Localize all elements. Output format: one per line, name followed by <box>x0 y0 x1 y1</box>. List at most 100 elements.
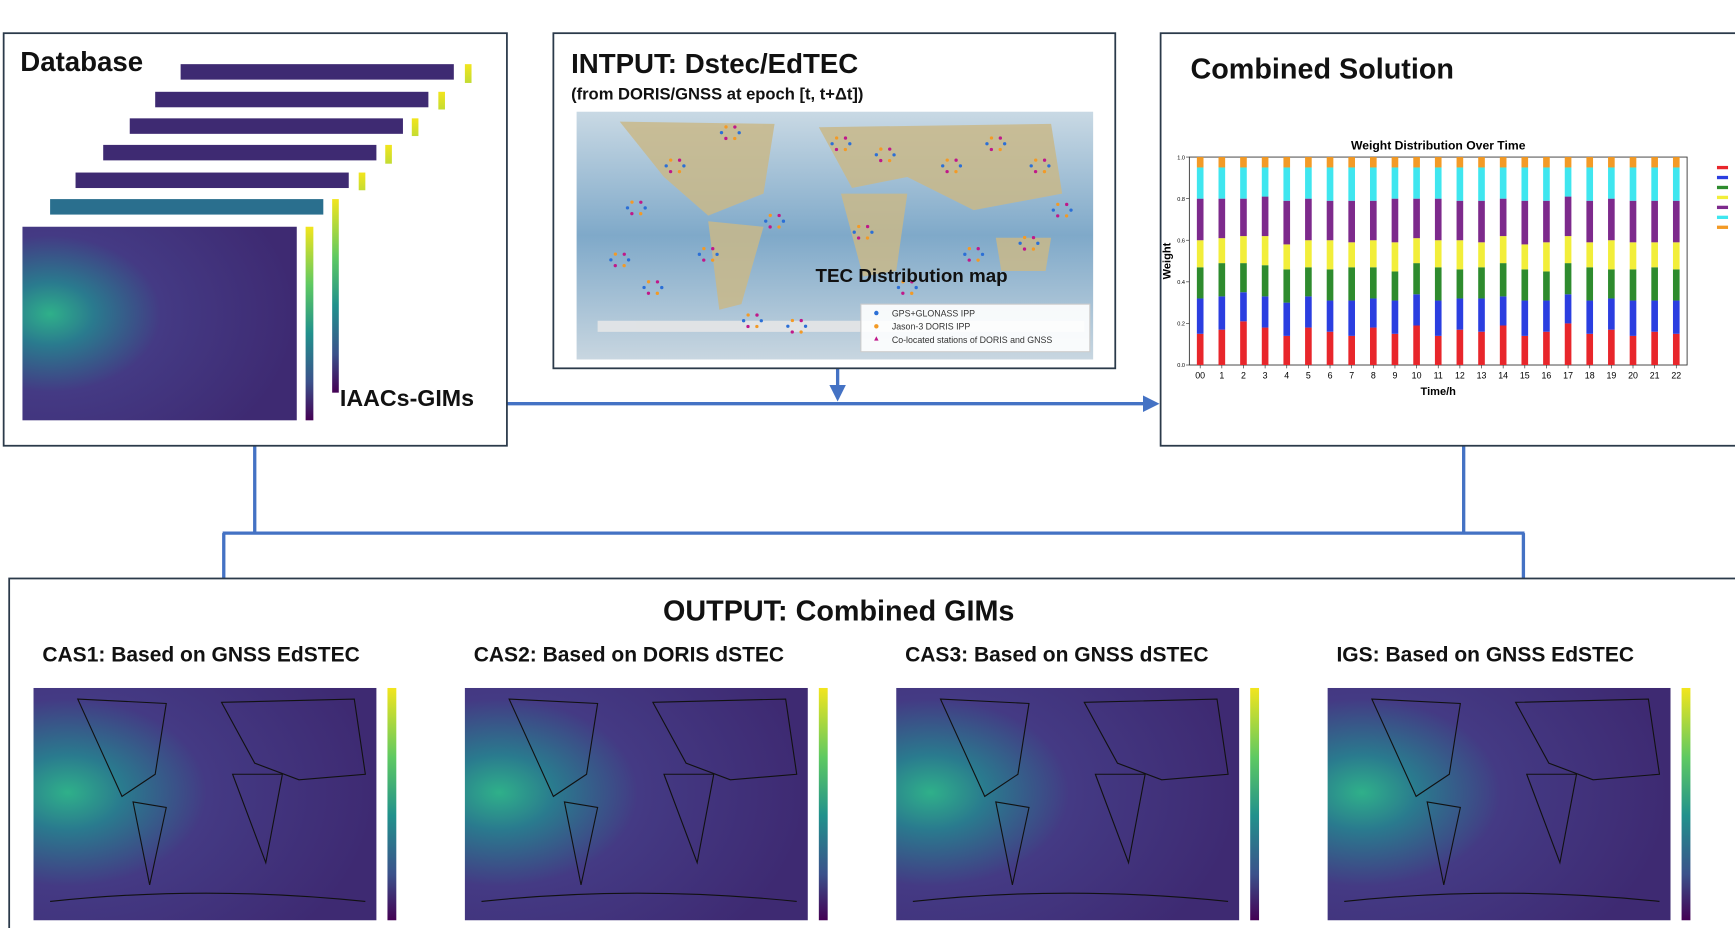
bar-segment <box>1348 242 1355 267</box>
ipp <box>1003 142 1006 145</box>
bar-segment <box>1435 301 1442 336</box>
ipp <box>968 258 971 261</box>
bar-segment <box>1197 199 1204 241</box>
bar-segment <box>1240 236 1247 263</box>
ipp <box>901 292 904 295</box>
bar-segment <box>1630 167 1637 200</box>
x-tick-label: 22 <box>1671 370 1681 380</box>
bar-segment <box>1305 240 1312 267</box>
x-tick-label: 21 <box>1650 370 1660 380</box>
ipp <box>711 258 714 261</box>
ipp <box>1023 247 1026 250</box>
y-tick-label: 0.6 <box>1177 238 1185 244</box>
colorbar <box>332 199 339 393</box>
bar-segment <box>1283 244 1290 269</box>
bar-segment <box>1413 263 1420 294</box>
ipp <box>715 253 718 256</box>
ipp <box>1032 236 1035 239</box>
bar-segment <box>1630 336 1637 365</box>
legend-swatch <box>1717 166 1728 169</box>
ipp <box>702 247 705 250</box>
bar-segment <box>1521 269 1528 300</box>
bar-segment <box>1543 332 1550 365</box>
legend-swatch <box>1717 176 1728 179</box>
ipp <box>990 136 993 139</box>
gim-map <box>34 688 377 920</box>
ipp <box>835 148 838 151</box>
x-tick-label: 18 <box>1585 370 1595 380</box>
ipp <box>702 258 705 261</box>
bar-segment <box>1305 267 1312 296</box>
ipp <box>1052 208 1055 211</box>
bar-segment <box>1651 242 1658 267</box>
ipp <box>660 286 663 289</box>
bar-segment <box>1219 330 1226 365</box>
bar-segment <box>1651 332 1658 365</box>
bar-segment <box>1219 263 1226 296</box>
legend-swatch <box>1717 186 1728 189</box>
bar-segment <box>1457 157 1464 167</box>
panel-title: IGS: Based on GNSS EdSTEC <box>1336 643 1634 666</box>
bar-segment <box>1327 201 1334 241</box>
bar-segment <box>1413 238 1420 263</box>
ipp <box>639 212 642 215</box>
bar-segment <box>1327 269 1334 300</box>
bar-segment <box>1283 269 1290 302</box>
bar-segment <box>1240 292 1247 321</box>
bar-segment <box>1240 199 1247 236</box>
ipp <box>755 313 758 316</box>
bar-segment <box>1586 334 1593 365</box>
bar-segment <box>1262 236 1269 265</box>
bar-segment <box>1262 197 1269 237</box>
bar-segment <box>1348 267 1355 300</box>
ipp <box>678 170 681 173</box>
ipp <box>941 164 944 167</box>
bar-segment <box>1608 199 1615 241</box>
bar-segment <box>1283 167 1290 200</box>
ipp <box>782 220 785 223</box>
bar-segment <box>1435 199 1442 241</box>
bar-segment <box>1348 157 1355 167</box>
bar-segment <box>1262 265 1269 296</box>
database-label: IAACs-GIMs <box>340 385 474 411</box>
x-tick-label: 00 <box>1195 370 1205 380</box>
x-tick-label: 9 <box>1392 370 1397 380</box>
gim-map <box>465 688 808 920</box>
bar-segment <box>1435 240 1442 267</box>
colorbar <box>819 688 828 920</box>
bar-segment <box>1543 201 1550 243</box>
bar-segment <box>1370 298 1377 327</box>
bar-segment <box>1586 267 1593 300</box>
legend-text: Jason-3 DORIS IPP <box>892 322 971 332</box>
ipp <box>642 286 645 289</box>
gim-map <box>22 227 296 421</box>
legend-marker <box>874 311 878 315</box>
bar-segment <box>1283 303 1290 336</box>
x-tick-label: 13 <box>1477 370 1487 380</box>
ipp <box>647 280 650 283</box>
bar-segment <box>1370 267 1377 298</box>
input-subtitle: (from DORIS/GNSS at epoch [t, t+Δt]) <box>571 85 863 104</box>
ipp <box>609 258 612 261</box>
ipp <box>892 153 895 156</box>
ipp <box>720 131 723 134</box>
ipp <box>665 164 668 167</box>
bar-segment <box>1586 301 1593 334</box>
ipp <box>626 206 629 209</box>
ipp <box>614 264 617 267</box>
bar-segment <box>1370 157 1377 167</box>
ipp <box>981 253 984 256</box>
bar-segment <box>1305 157 1312 167</box>
x-tick-label: 15 <box>1520 370 1530 380</box>
bar-segment <box>1392 167 1399 198</box>
bar-segment <box>1348 167 1355 200</box>
bar-segment <box>1197 267 1204 298</box>
ipp <box>656 292 659 295</box>
bar-segment <box>1262 157 1269 167</box>
bar-segment <box>1478 267 1485 298</box>
ipp <box>897 286 900 289</box>
bar-segment <box>1521 301 1528 336</box>
ipp <box>866 225 869 228</box>
ipp <box>769 214 772 217</box>
bar-segment <box>1413 199 1420 239</box>
